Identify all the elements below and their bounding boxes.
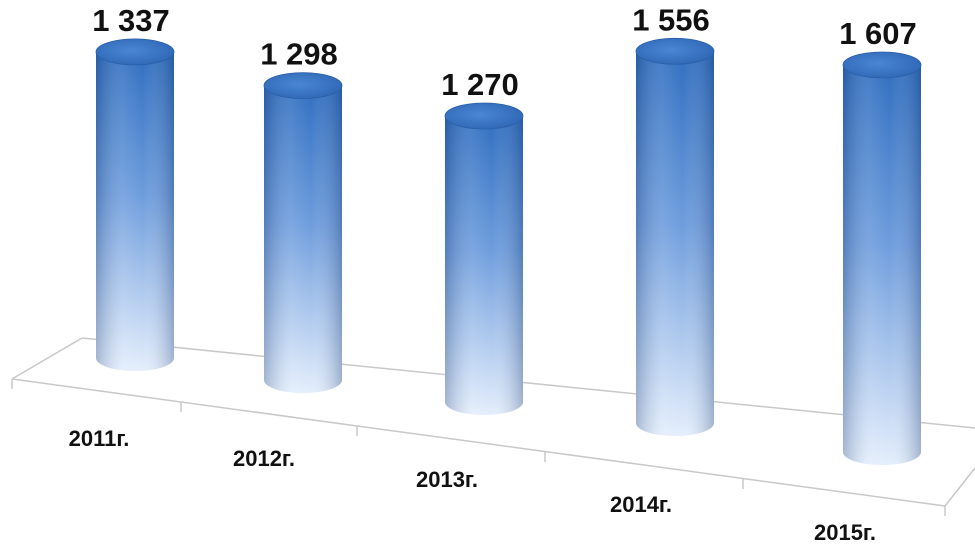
bar-top [95,38,175,66]
bar [444,102,524,415]
bar-top [263,72,343,99]
bar-value-label: 1 337 [92,3,170,38]
bar-value-label: 1 607 [839,16,917,51]
bar-shading [264,85,342,393]
floor-front-edge [11,378,946,507]
x-tick-label: 2013г. [416,467,478,492]
bar-value-label: 1 298 [260,37,338,72]
chart-floor [11,337,975,516]
bar-shading [636,51,714,437]
bar-shading [96,51,174,371]
bar-shading [843,64,921,465]
bar [842,51,922,465]
bar-shading [445,115,523,415]
bar-top [635,37,715,65]
x-tick-label: 2012г. [233,446,295,471]
bar [95,38,175,371]
bar-value-label: 1 270 [441,67,519,102]
bar-top [842,51,922,79]
bar-value-label: 1 556 [632,2,710,37]
x-tick-label: 2014г. [610,492,672,517]
labels-group: 1 337 2011г. 1 298 2012г. 1 270 2013г. 1 556 20… [69,2,917,545]
bar [635,37,715,437]
floor-back-edge [81,337,975,429]
bar [263,72,343,393]
floor-right-edge [944,467,975,507]
floor-left-edge [11,337,83,380]
bars-group [95,37,922,465]
x-tick-label: 2011г. [69,426,130,451]
bar-top [444,102,524,130]
x-tick-label: 2015г. [814,520,876,545]
